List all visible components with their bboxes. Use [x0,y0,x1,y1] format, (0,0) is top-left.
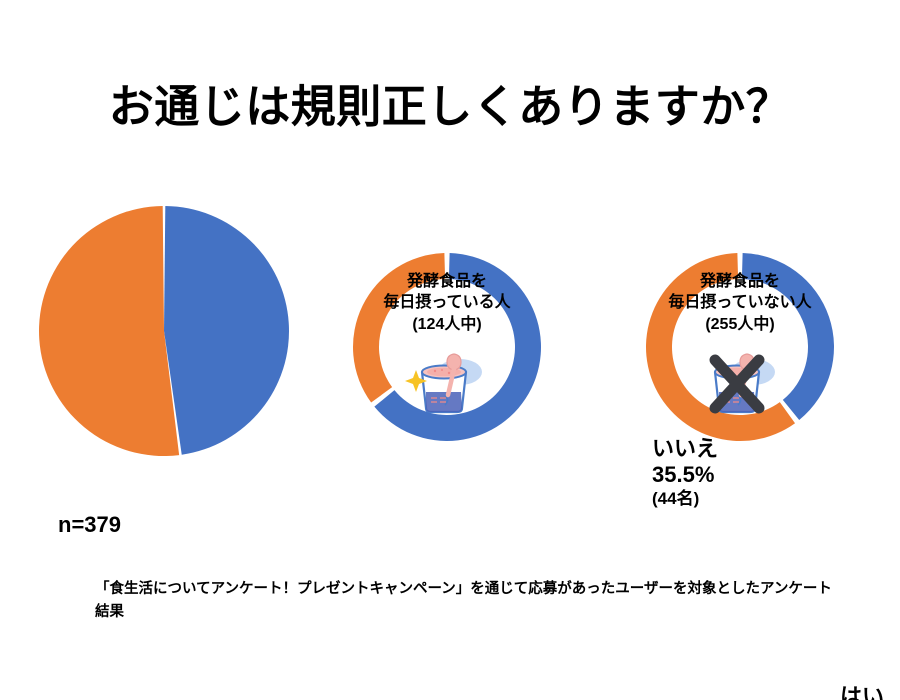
pie-label-yes-count: (181名) [219,537,277,557]
pie-label-no-pct: 52.1% [110,508,182,537]
pie-slice-yes [164,206,289,455]
pie-label-no: いいえ 52.1% (198名) [90,480,202,557]
pie-label-yes: はい 47.9% (181名) [196,480,300,557]
pie-chart-overall-svg [38,206,289,456]
pie-label-yes-pct: 47.9% [212,508,284,537]
donut-chart-fermented-not-daily-svg [646,253,834,441]
pie-label-yes-text: はい [222,480,273,508]
donut-callout-yes-daily: はい 64.5% (80名) [840,684,900,700]
callout-label: はい [840,684,885,700]
yogurt-cup-crossed-icon [709,353,775,414]
pie-label-no-count: (198名) [117,537,175,557]
sample-size-label: n=379 [58,512,121,537]
donut-slice-yes [741,253,834,421]
survey-footnote: 「食生活についてアンケート！プレゼントキャンペーン」を通じて応募があったユーザー… [95,581,832,621]
donut-callout-no-daily: いいえ 35.5% (44名) [652,436,718,509]
callout-label: いいえ [652,436,719,461]
pie-slice-no [38,206,180,456]
pie-chart-overall: はい 47.9% (181名) いいえ 52.1% (198名) [38,204,290,557]
donut-chart-fermented-daily-svg [353,253,541,441]
page-title: お通じは規則正しくありますか？ [108,81,792,132]
pie-label-no-text: いいえ [108,480,184,508]
callout-count: (44名) [652,488,700,508]
donut-chart-fermented-not-daily: 発酵食品を 毎日摂っていない人 (255人中) はい 39.6% [645,252,835,442]
sparkle-icon [405,370,427,392]
cross-mark-icon [709,354,765,414]
donut-slice-yes [374,253,541,441]
donut-chart-fermented-daily: 発酵食品を 毎日摂っている人 (124人中) いい [352,252,884,700]
callout-pct: 35.5% [652,462,715,488]
yogurt-cup-icon [405,353,482,414]
donut-slice-no [646,253,796,441]
donut-slice-no [353,253,446,403]
